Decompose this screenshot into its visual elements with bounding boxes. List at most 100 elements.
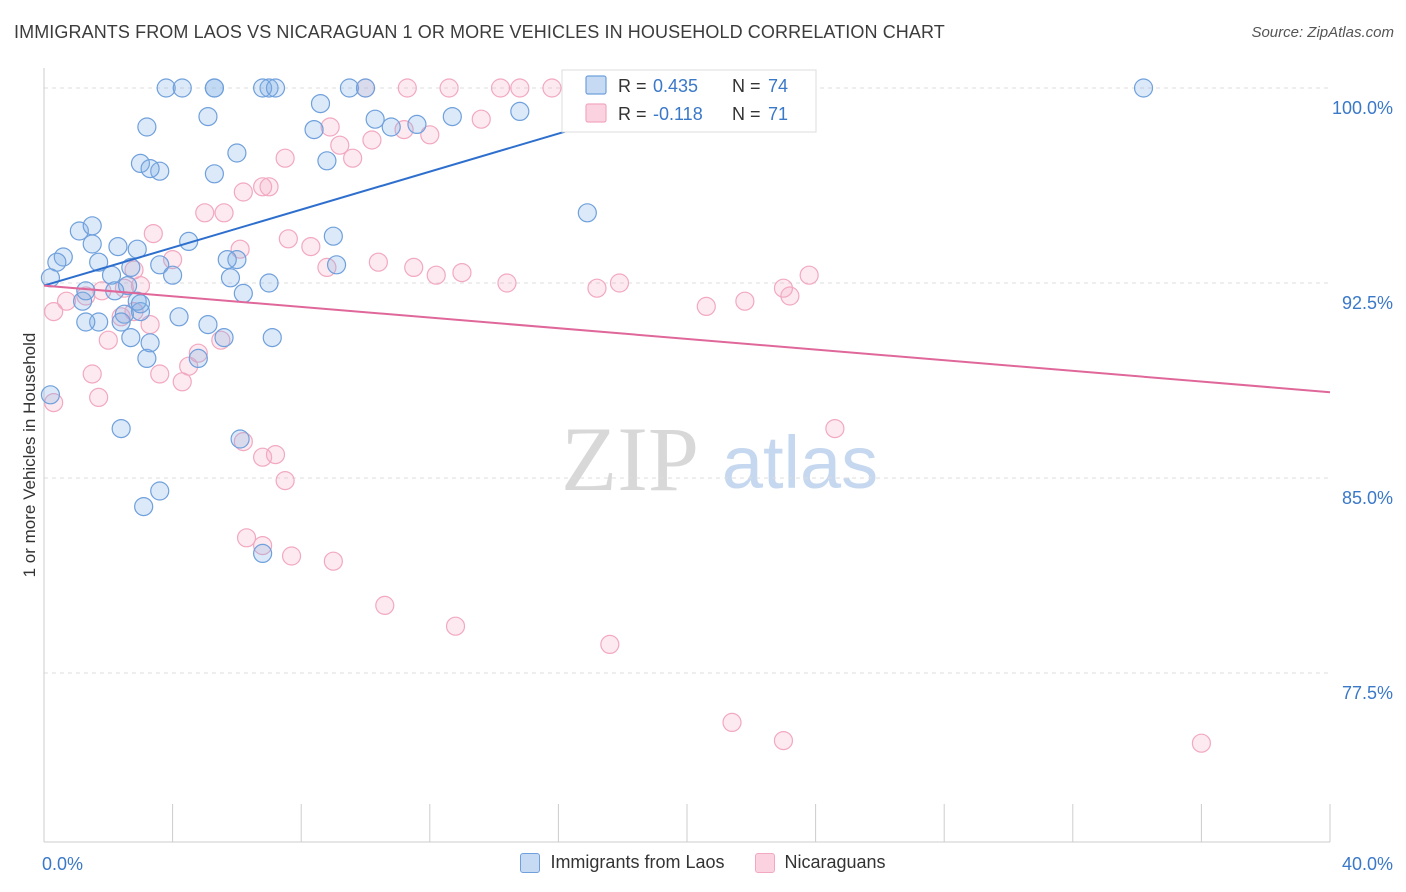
laos-point <box>134 497 154 517</box>
laos-point <box>140 159 160 179</box>
nicaraguan-point <box>696 296 716 316</box>
laos-point <box>220 268 241 288</box>
nicaraguan-point <box>301 237 321 257</box>
watermark-atlas: atlas <box>722 421 878 504</box>
nicaraguan-point <box>773 730 794 751</box>
laos-point <box>233 283 253 303</box>
laos-point <box>40 385 61 405</box>
legend-item-nicaraguans: Nicaraguans <box>754 852 886 873</box>
laos-point <box>323 226 343 246</box>
legend-swatch-laos <box>585 75 607 95</box>
nicaraguan-point <box>439 78 459 98</box>
nicaraguan-point <box>452 263 472 283</box>
nicaraguan-point <box>236 528 257 548</box>
laos-point <box>156 78 176 98</box>
laos-point <box>137 117 157 137</box>
nicaraguan-point <box>330 135 350 155</box>
laos-point <box>304 120 324 140</box>
stats-legend: R = 0.435 N = 74 R = -0.118 N = 71 <box>561 69 817 133</box>
watermark: ZIP atlas <box>561 408 878 510</box>
laos-point <box>82 234 102 254</box>
nicaraguan-point <box>143 224 163 244</box>
nicaraguan-point <box>490 78 511 98</box>
laos-point <box>198 315 218 335</box>
nicaraguan-point <box>609 273 630 293</box>
nicaraguan-point <box>497 273 517 293</box>
laos-point <box>230 429 250 449</box>
laos-point <box>89 252 109 272</box>
laos-point <box>111 312 131 332</box>
legend-label-nicaraguans: Nicaraguans <box>784 852 886 872</box>
nicaraguan-point <box>253 535 273 556</box>
laos-point <box>227 250 247 270</box>
nicaraguan-point <box>773 278 794 298</box>
nicaraguan-point <box>259 177 279 197</box>
nicaraguan-point <box>89 387 109 407</box>
nicaraguan-point <box>471 109 491 129</box>
laos-point <box>150 255 170 275</box>
laos-point <box>259 273 279 293</box>
laos-point <box>121 257 141 277</box>
nicaraguan-point <box>375 595 395 616</box>
laos-point <box>108 237 128 257</box>
nicaraguan-point <box>44 302 64 322</box>
nicaraguan-point <box>278 229 298 249</box>
nicaraguan-point <box>188 343 208 363</box>
nicaraguan-point <box>233 432 253 452</box>
laos-point <box>169 307 189 327</box>
nicaraguan-point <box>397 78 417 98</box>
laos-point <box>53 247 73 267</box>
legend-n-value-laos: 74 <box>768 76 788 96</box>
laos-point <box>204 78 224 98</box>
laos-point <box>150 481 170 501</box>
nicaraguan-point <box>82 364 102 384</box>
legend-r-value-nicaraguan: -0.118 <box>653 104 703 124</box>
watermark-zip: ZIP <box>561 408 699 510</box>
nicaraguan-point <box>510 78 530 98</box>
laos-point <box>101 265 122 285</box>
laos-point <box>253 543 273 564</box>
laos-point <box>1133 78 1154 98</box>
laos-point <box>407 114 427 135</box>
laos-point <box>130 302 151 322</box>
nicaraguan-point <box>281 546 302 566</box>
gridlines: 77.5% 85.0% 92.5% 100.0% <box>44 87 1393 703</box>
laos-point <box>265 78 286 98</box>
laos-point <box>217 250 237 270</box>
nicaraguan-point <box>98 330 118 350</box>
laos-point <box>127 291 147 311</box>
nicaraguan-point <box>275 148 295 168</box>
nicaraguan-point <box>265 445 286 465</box>
bottom-legend: Immigrants from Laos Nicaraguans <box>0 852 1406 873</box>
y-tick-label: 85.0% <box>1342 488 1393 508</box>
laos-point <box>130 294 151 314</box>
legend-r-value-laos: 0.435 <box>653 76 698 96</box>
nicaraguan-point <box>600 634 620 655</box>
nicaraguan-point <box>825 419 845 439</box>
nicaraguan-point <box>320 117 340 137</box>
laos-point <box>227 143 247 163</box>
nicaraguan-point <box>722 712 742 733</box>
laos-point <box>179 231 199 251</box>
laos-point <box>442 106 462 127</box>
laos-point <box>121 328 141 348</box>
x-tick-label: 40.0% <box>1342 854 1393 874</box>
laos-point <box>381 117 401 137</box>
laos-point <box>262 328 282 348</box>
nicaraguan-point <box>230 239 250 259</box>
laos-point <box>326 255 347 275</box>
laos-point <box>198 106 218 127</box>
nicaraguan-point <box>275 471 295 491</box>
laos-point <box>339 78 360 98</box>
laos-point <box>117 276 138 296</box>
nicaraguan-point <box>111 307 131 327</box>
chart-title: IMMIGRANTS FROM LAOS VS NICARAGUAN 1 OR … <box>14 22 945 42</box>
laos-point <box>317 151 337 171</box>
laos-point <box>510 101 530 122</box>
nicaraguan-point <box>172 372 192 392</box>
nicaraguan-trend-line <box>43 284 1331 394</box>
laos-point <box>172 78 192 98</box>
nicaraguan-point <box>163 250 183 270</box>
nicaraguan-point <box>56 291 77 311</box>
nicaraguan-point <box>426 265 446 285</box>
